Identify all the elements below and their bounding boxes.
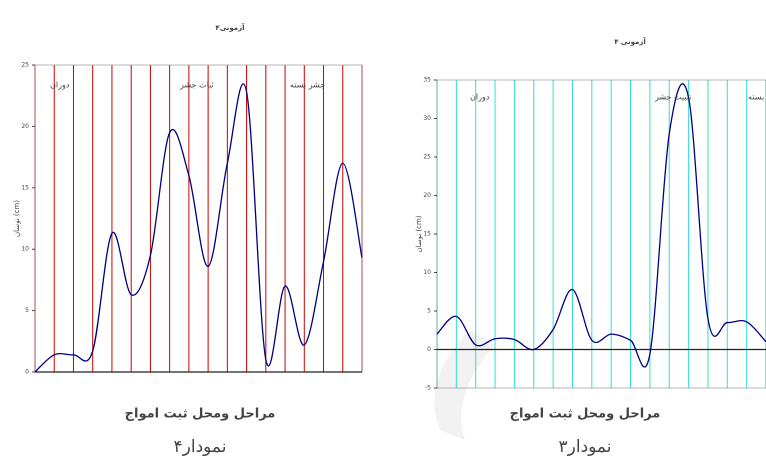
y-tick-label: 15 [21,184,29,191]
watermark [434,330,495,440]
y-tick-label: 5 [427,308,431,315]
y-tick-label: 10 [21,246,29,253]
annotation: دوران [470,93,490,102]
annotation: جشر بسته [290,81,325,90]
y-tick-label: 0 [427,346,431,353]
caption: نمودار۴ [174,437,227,457]
y-tick-label: 5 [25,307,29,314]
y-tick-label: 35 [423,77,431,84]
y-tick-label: 25 [423,154,431,161]
y-tick-label: 15 [423,231,431,238]
annotation: ثبات جشر [179,81,214,90]
line-series [34,83,363,373]
caption: نمودار۳ [559,437,612,457]
x-axis-label: مراحل ومحل ثبت امواج [510,407,661,422]
y-axis-label: نوسان (cm) [13,200,21,237]
plot-frame [34,64,363,373]
y-tick-label: 30 [423,115,431,122]
chart-title: آزمونی۴ [215,23,245,32]
y-tick-label: 10 [423,269,431,276]
y-tick-label: 20 [21,123,29,130]
annotation: جشر بسته [748,93,766,102]
x-axis-label: مراحل ومحل ثبت امواج [125,407,276,422]
annotation: تثبیت جشر [654,93,691,102]
annotation: دوران [50,81,70,90]
y-tick-label: -5 [425,385,431,392]
line-series [436,83,766,368]
y-tick-label: 25 [21,62,29,69]
y-tick-label: 20 [423,192,431,199]
y-axis-label: نوسان (cm) [415,215,423,252]
chart-title: آزمونی ۴ [614,37,646,46]
y-tick-label: 0 [25,369,29,376]
